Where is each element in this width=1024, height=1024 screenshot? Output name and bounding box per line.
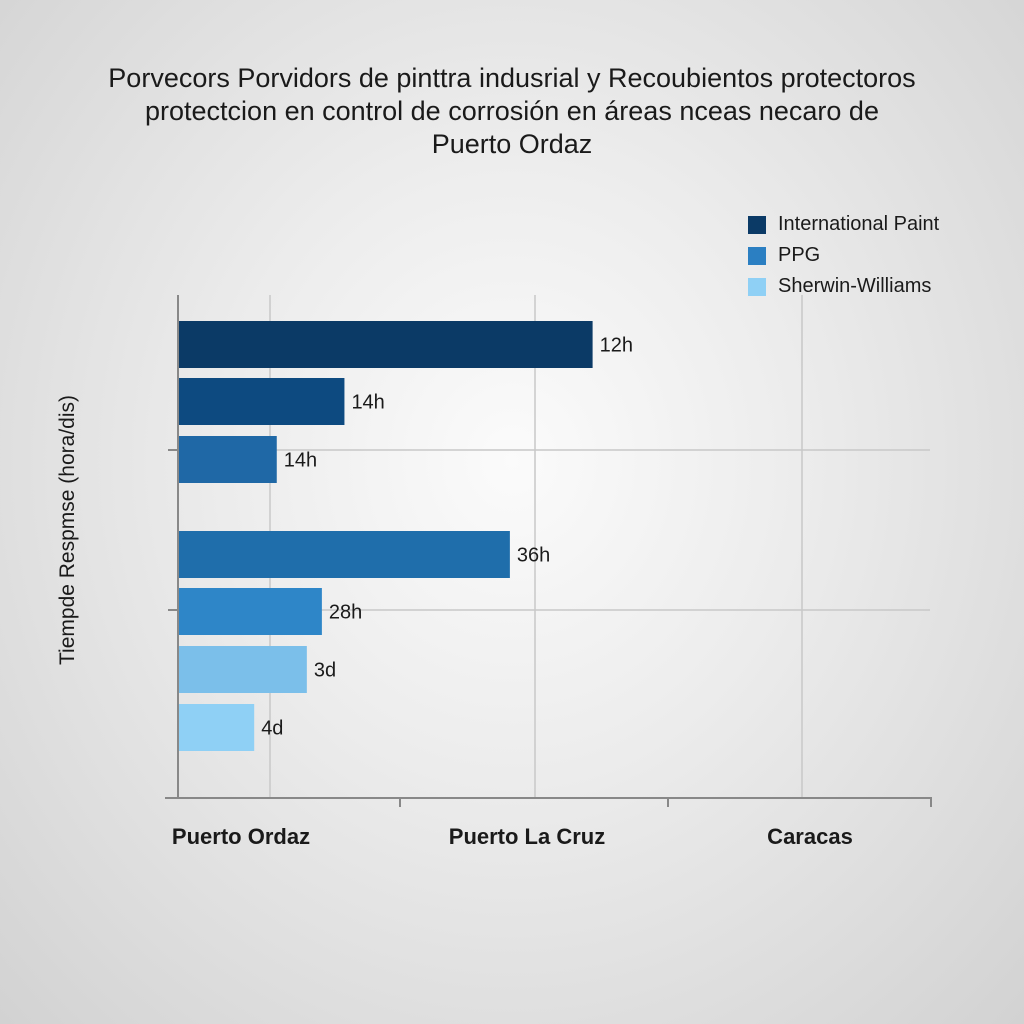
legend-swatch [748, 246, 766, 265]
legend-item: International Paint [748, 209, 939, 240]
bar-data-label: 28h [329, 602, 362, 624]
bar-data-label: 12h [600, 335, 633, 357]
bar [179, 588, 322, 635]
x-tick-label: Caracas [767, 824, 853, 849]
bar-data-label: 14h [284, 450, 317, 472]
bar [179, 378, 345, 425]
bar-data-label: 4d [261, 718, 283, 740]
bar-data-label: 14h [351, 392, 384, 414]
legend-item: PPG [748, 240, 939, 271]
title-line: Porvecors Porvidors de pinttra indusrial… [108, 63, 916, 93]
x-tick-label: Puerto La Cruz [448, 824, 606, 849]
bar [179, 321, 593, 368]
title-line: protectcion en control de corrosión en á… [145, 96, 879, 126]
bar [179, 531, 510, 578]
legend-label: PPG [778, 244, 821, 266]
bar-data-label: 3d [314, 660, 336, 682]
bar [179, 436, 277, 483]
legend-label: Sherwin-Williams [778, 275, 932, 297]
title-line: Puerto Ordaz [431, 129, 593, 159]
bar [179, 704, 255, 751]
x-tick-label: Puerto Ordaz [171, 824, 311, 849]
legend-item: Sherwin-Williams [748, 271, 939, 302]
bar-data-label: 36h [517, 545, 550, 567]
bar [179, 646, 307, 693]
legend-swatch [748, 277, 766, 296]
chart-title: Porvecors Porvidors de pinttra indusrial… [40, 62, 984, 161]
legend-swatch [748, 215, 766, 234]
legend-label: International Paint [778, 213, 940, 235]
legend: International Paint PPG Sherwin-Williams [748, 209, 939, 302]
